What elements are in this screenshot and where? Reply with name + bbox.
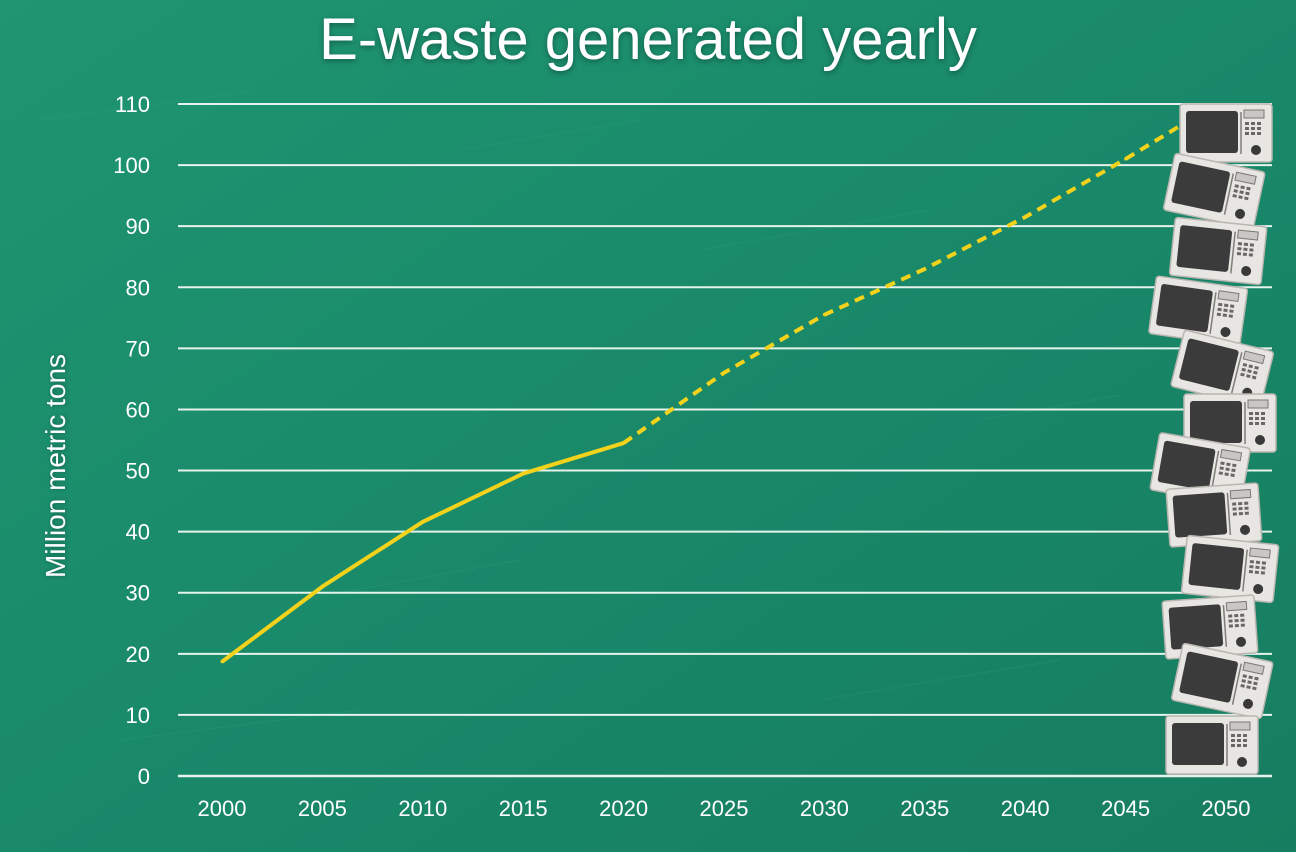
y-tick-label: 10 bbox=[126, 703, 150, 728]
data-point bbox=[722, 371, 726, 375]
y-tick-label: 70 bbox=[126, 336, 150, 361]
microwave-icon bbox=[1165, 715, 1259, 775]
x-tick-label: 2025 bbox=[700, 796, 749, 821]
data-point bbox=[1023, 215, 1027, 219]
y-tick-label: 50 bbox=[126, 459, 150, 484]
y-tick-label: 100 bbox=[113, 153, 150, 178]
y-tick-label: 0 bbox=[138, 764, 150, 789]
data-point bbox=[320, 585, 324, 589]
data-point bbox=[1124, 157, 1128, 161]
microwave-icon bbox=[1168, 216, 1268, 286]
microwave-icon bbox=[1148, 275, 1249, 347]
data-point bbox=[220, 660, 224, 664]
data-point bbox=[421, 520, 425, 524]
x-tick-label: 2030 bbox=[800, 796, 849, 821]
microwave-icon bbox=[1162, 152, 1266, 230]
microwave-icon bbox=[1183, 393, 1277, 453]
x-tick-label: 2010 bbox=[398, 796, 447, 821]
x-tick-label: 2015 bbox=[499, 796, 548, 821]
y-tick-label: 110 bbox=[115, 92, 150, 117]
y-tick-label: 60 bbox=[126, 397, 150, 422]
y-tick-label: 20 bbox=[126, 642, 150, 667]
y-tick-label: 90 bbox=[126, 214, 150, 239]
y-tick-labels: 0 10 20 30 40 50 60 70 80 90 100 110 bbox=[113, 92, 150, 789]
x-tick-labels: 2000 2005 2010 2015 2020 2025 2030 2035 2040 2045… bbox=[198, 796, 1251, 821]
y-tick-label: 40 bbox=[126, 520, 150, 545]
historical-series-line bbox=[220, 441, 625, 664]
projected-series-line bbox=[622, 120, 1187, 445]
x-tick-label: 2005 bbox=[298, 796, 347, 821]
y-tick-label: 30 bbox=[126, 581, 150, 606]
data-point bbox=[521, 472, 525, 476]
x-tick-label: 2020 bbox=[599, 796, 648, 821]
microwave-icon bbox=[1179, 103, 1273, 163]
x-tick-label: 2035 bbox=[900, 796, 949, 821]
microwave-icon bbox=[1170, 642, 1274, 720]
data-point bbox=[622, 441, 626, 445]
y-tick-label: 80 bbox=[126, 275, 150, 300]
x-tick-label: 2000 bbox=[198, 796, 247, 821]
x-tick-label: 2050 bbox=[1202, 796, 1251, 821]
chart-title: E-waste generated yearly bbox=[319, 7, 977, 72]
stack-of-microwaves-icon bbox=[1148, 103, 1280, 775]
gridlines bbox=[178, 103, 1272, 778]
x-tick-label: 2040 bbox=[1001, 796, 1050, 821]
series-lines bbox=[220, 120, 1188, 664]
microwave-icon bbox=[1180, 534, 1280, 604]
microwave-icon bbox=[1170, 329, 1275, 409]
microwave-icon bbox=[1165, 482, 1263, 548]
data-point bbox=[822, 313, 826, 317]
x-tick-label: 2045 bbox=[1101, 796, 1150, 821]
data-point bbox=[923, 267, 927, 271]
